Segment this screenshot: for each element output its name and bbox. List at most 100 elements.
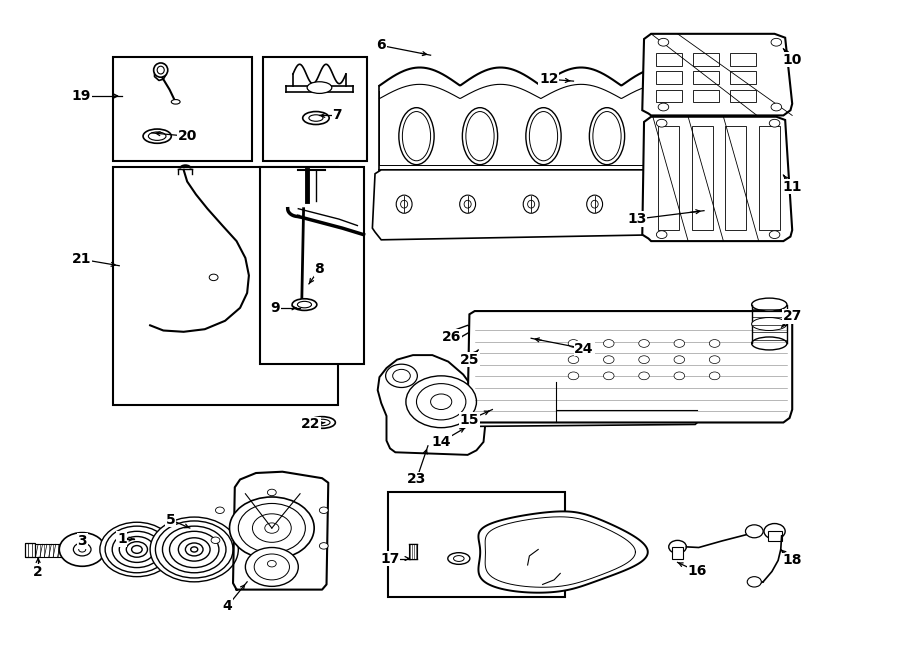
Circle shape bbox=[385, 364, 418, 387]
Ellipse shape bbox=[158, 66, 164, 74]
Circle shape bbox=[252, 514, 292, 542]
Ellipse shape bbox=[464, 200, 472, 208]
Ellipse shape bbox=[143, 129, 171, 143]
Ellipse shape bbox=[523, 195, 539, 214]
Circle shape bbox=[770, 120, 780, 127]
Circle shape bbox=[430, 394, 452, 410]
Ellipse shape bbox=[448, 553, 470, 564]
Circle shape bbox=[150, 517, 238, 582]
Ellipse shape bbox=[587, 195, 603, 214]
Bar bbox=[759, 126, 780, 230]
Circle shape bbox=[392, 369, 410, 382]
Bar bbox=[655, 54, 682, 66]
Bar bbox=[263, 57, 367, 161]
Polygon shape bbox=[373, 170, 675, 240]
Circle shape bbox=[568, 340, 579, 347]
Ellipse shape bbox=[148, 132, 166, 140]
Circle shape bbox=[320, 507, 328, 514]
Ellipse shape bbox=[463, 108, 498, 165]
Text: 13: 13 bbox=[627, 212, 647, 226]
Circle shape bbox=[674, 356, 685, 364]
Circle shape bbox=[639, 372, 649, 379]
Text: 22: 22 bbox=[301, 418, 320, 432]
Circle shape bbox=[656, 231, 667, 239]
Ellipse shape bbox=[590, 108, 625, 165]
Bar bbox=[522, 318, 558, 367]
Circle shape bbox=[745, 525, 763, 538]
Ellipse shape bbox=[396, 195, 412, 214]
Ellipse shape bbox=[402, 112, 430, 161]
Ellipse shape bbox=[529, 112, 558, 161]
Circle shape bbox=[709, 340, 720, 347]
Circle shape bbox=[265, 523, 279, 533]
Circle shape bbox=[674, 340, 685, 347]
Bar bbox=[658, 126, 680, 230]
Bar bbox=[730, 89, 756, 102]
Ellipse shape bbox=[460, 195, 475, 214]
Bar bbox=[692, 126, 713, 230]
Circle shape bbox=[74, 543, 91, 556]
Text: 26: 26 bbox=[442, 330, 462, 344]
Text: 25: 25 bbox=[460, 353, 479, 367]
Text: 11: 11 bbox=[782, 180, 802, 194]
Text: 8: 8 bbox=[315, 262, 324, 276]
Ellipse shape bbox=[526, 108, 561, 165]
Ellipse shape bbox=[309, 416, 336, 428]
Bar bbox=[730, 54, 756, 66]
Text: 5: 5 bbox=[166, 513, 176, 527]
Bar bbox=[693, 54, 719, 66]
Circle shape bbox=[604, 372, 614, 379]
Bar bbox=[260, 167, 364, 364]
Text: 15: 15 bbox=[460, 413, 479, 427]
Ellipse shape bbox=[302, 112, 329, 124]
Circle shape bbox=[230, 497, 314, 559]
Circle shape bbox=[209, 274, 218, 281]
Circle shape bbox=[254, 554, 290, 580]
Circle shape bbox=[78, 547, 86, 552]
Text: 1: 1 bbox=[117, 532, 127, 546]
Text: 6: 6 bbox=[376, 38, 386, 52]
Ellipse shape bbox=[527, 200, 535, 208]
Bar bbox=[693, 71, 719, 85]
Circle shape bbox=[658, 38, 669, 46]
Ellipse shape bbox=[752, 337, 787, 350]
Circle shape bbox=[246, 547, 298, 586]
Bar bbox=[655, 71, 682, 85]
Circle shape bbox=[267, 489, 276, 496]
Text: 19: 19 bbox=[72, 89, 91, 103]
Circle shape bbox=[604, 340, 614, 347]
Polygon shape bbox=[450, 325, 474, 338]
Circle shape bbox=[212, 537, 220, 543]
Text: 24: 24 bbox=[574, 342, 594, 356]
Circle shape bbox=[709, 356, 720, 364]
Ellipse shape bbox=[297, 301, 311, 308]
Circle shape bbox=[238, 504, 305, 553]
Circle shape bbox=[764, 524, 785, 539]
Ellipse shape bbox=[307, 82, 332, 93]
Circle shape bbox=[669, 541, 687, 553]
Circle shape bbox=[674, 372, 685, 379]
Text: 9: 9 bbox=[271, 301, 280, 315]
Bar bbox=[409, 544, 418, 559]
Text: 12: 12 bbox=[539, 72, 559, 86]
Ellipse shape bbox=[752, 317, 787, 330]
Ellipse shape bbox=[591, 200, 599, 208]
Circle shape bbox=[568, 372, 579, 379]
Circle shape bbox=[406, 376, 476, 428]
Circle shape bbox=[656, 120, 667, 127]
Circle shape bbox=[709, 372, 720, 379]
Ellipse shape bbox=[752, 298, 787, 311]
Circle shape bbox=[658, 103, 669, 111]
Ellipse shape bbox=[466, 112, 494, 161]
Text: 18: 18 bbox=[782, 553, 802, 567]
Polygon shape bbox=[470, 410, 698, 426]
Circle shape bbox=[771, 103, 781, 111]
Circle shape bbox=[604, 356, 614, 364]
Bar bbox=[768, 531, 781, 541]
Ellipse shape bbox=[154, 63, 167, 77]
Text: 2: 2 bbox=[33, 565, 43, 579]
Ellipse shape bbox=[454, 556, 464, 561]
Text: 21: 21 bbox=[72, 253, 91, 266]
Bar bbox=[113, 57, 252, 161]
Ellipse shape bbox=[399, 108, 434, 165]
